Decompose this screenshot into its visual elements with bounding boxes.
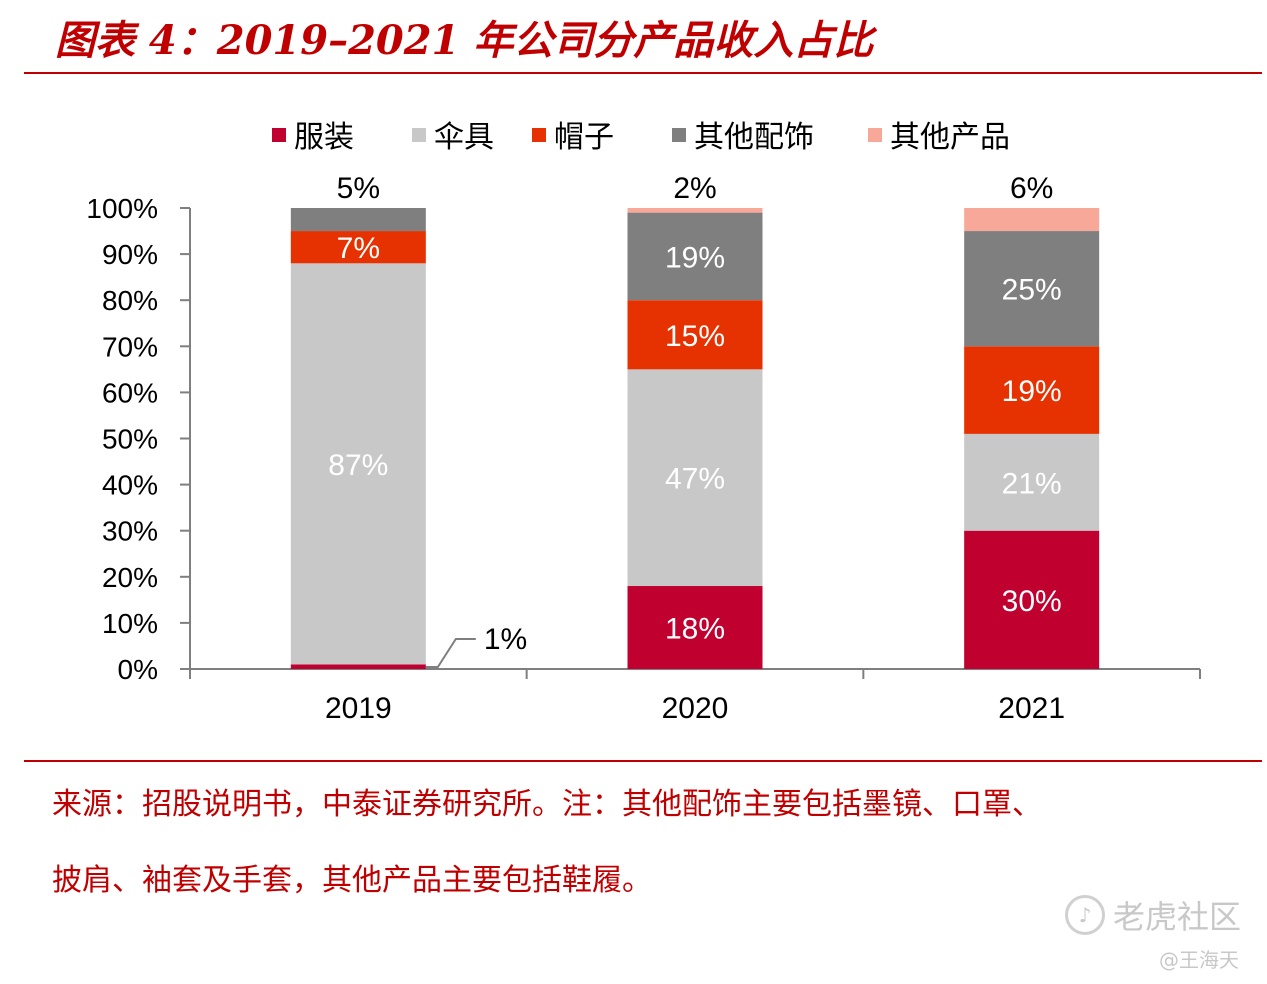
bar-segment-2020-3 bbox=[627, 300, 763, 370]
x-tick-label: 2021 bbox=[998, 692, 1065, 725]
watermark: ♪ 老虎社区 bbox=[1064, 892, 1241, 938]
y-tick-label: 100% bbox=[86, 193, 158, 224]
data-label-2021-1: 30% bbox=[1002, 585, 1062, 618]
y-tick-label: 80% bbox=[102, 285, 158, 316]
watermark-author: @王海天 bbox=[1159, 948, 1239, 972]
bar-segment-2020-2 bbox=[627, 369, 763, 587]
data-label-2019-1: 1% bbox=[484, 623, 527, 656]
bar-segment-2021-3 bbox=[964, 346, 1100, 434]
bar-segment-2019-4 bbox=[290, 208, 426, 232]
y-tick-label: 10% bbox=[102, 608, 158, 639]
legend-label-1: 服装 bbox=[294, 120, 354, 155]
y-tick-label: 0% bbox=[118, 654, 158, 685]
tiger-logo-icon: ♪ bbox=[1064, 895, 1105, 935]
legend-label-4: 其他配饰 bbox=[694, 120, 814, 155]
legend-swatch-5 bbox=[868, 128, 882, 142]
data-label-2021-5: 6% bbox=[1010, 172, 1053, 205]
bar-segment-2019-2 bbox=[290, 263, 426, 665]
bar-segment-2021-5 bbox=[964, 208, 1100, 232]
title-divider bbox=[24, 72, 1262, 74]
y-tick-label: 40% bbox=[102, 470, 158, 501]
data-label-2019-2: 87% bbox=[328, 449, 388, 482]
x-tick-label: 2019 bbox=[325, 692, 392, 725]
bar-segment-2019-1 bbox=[290, 664, 426, 669]
y-tick-label: 60% bbox=[102, 377, 158, 408]
y-tick-label: 20% bbox=[102, 562, 158, 593]
data-label-2019-3: 7% bbox=[337, 232, 380, 265]
source-divider bbox=[24, 760, 1262, 762]
bar-segment-2021-4 bbox=[964, 231, 1100, 347]
data-label-2021-2: 21% bbox=[1002, 467, 1062, 500]
y-tick-label: 50% bbox=[102, 424, 158, 455]
stacked-bar-chart: 0% 10% 20% 30% 40% 50% 60% 70% 80% 90% 100% 1% 87% 7%… bbox=[86, 120, 1201, 725]
legend-swatch-4 bbox=[672, 128, 686, 142]
bar-segment-2020-4 bbox=[627, 212, 763, 301]
data-label-2020-5: 2% bbox=[673, 172, 716, 205]
legend-label-5: 其他产品 bbox=[890, 120, 1010, 155]
data-label-2020-2: 47% bbox=[665, 463, 725, 496]
source-note-line-2: 披肩、袖套及手套，其他产品主要包括鞋履。 bbox=[52, 863, 652, 898]
source-note-line-1: 来源：招股说明书，中泰证券研究所。注：其他配饰主要包括墨镜、口罩、 bbox=[52, 787, 1042, 822]
bar-segment-2021-2 bbox=[964, 433, 1100, 531]
bar-segment-2020-1 bbox=[627, 586, 763, 669]
data-label-2020-3: 15% bbox=[665, 320, 725, 353]
data-label-2020-4: 19% bbox=[665, 241, 725, 274]
data-label-2021-4: 25% bbox=[1002, 274, 1062, 307]
leader-line bbox=[425, 638, 476, 668]
bar-segment-2020-5 bbox=[627, 208, 763, 213]
figure-title: 图表 4：2019–2021 年公司分产品收入占比 bbox=[55, 17, 874, 64]
data-label-2020-1: 18% bbox=[665, 613, 725, 646]
y-tick-label: 90% bbox=[102, 239, 158, 270]
x-tick-label: 2020 bbox=[662, 692, 729, 725]
legend-label-3: 帽子 bbox=[554, 120, 614, 155]
data-label-2021-3: 19% bbox=[1002, 375, 1062, 408]
data-label-2019-4: 5% bbox=[337, 172, 380, 205]
watermark-brand: 老虎社区 bbox=[1112, 898, 1241, 936]
legend-label-2: 伞具 bbox=[434, 120, 494, 155]
bar-segment-2021-1 bbox=[964, 530, 1100, 669]
legend-swatch-1 bbox=[272, 128, 286, 142]
y-tick-label: 30% bbox=[102, 516, 158, 547]
bar-segment-2019-3 bbox=[290, 231, 426, 264]
legend-swatch-3 bbox=[532, 128, 546, 142]
legend-swatch-2 bbox=[412, 128, 426, 142]
y-tick-label: 70% bbox=[102, 331, 158, 362]
